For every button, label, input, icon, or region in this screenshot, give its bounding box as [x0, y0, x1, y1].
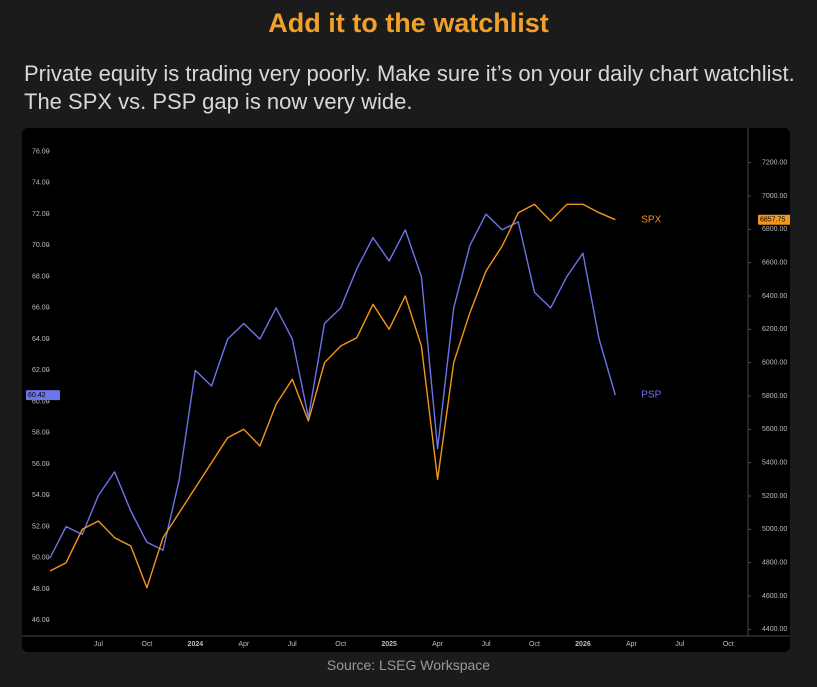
line-series [49, 203, 616, 589]
y2-tick-label: 6600.00 [762, 260, 787, 267]
chart-panel: 46.00 48.00 50.00 52.00 54.00 56.00 58.00 60.00… [22, 128, 792, 652]
y2-tick-label: 5000.00 [762, 526, 787, 533]
y2-tick-label: 6200.00 [762, 326, 787, 333]
y2-tick-label: 6400.00 [762, 293, 787, 300]
y2-tick-label: 6000.00 [762, 360, 787, 367]
x-tick-label: Jul [94, 641, 103, 648]
y-tick-label: 46.00 [32, 617, 50, 624]
x-tick-label: Oct [335, 641, 346, 648]
y-tick-label: 76.00 [32, 148, 50, 155]
y2-tick-label: 6800.00 [762, 226, 787, 233]
source: Source: LSEG Workspace [326, 657, 491, 673]
x-tick-label: Jul [482, 641, 491, 648]
x-tick-label: Apr [626, 641, 638, 648]
y-tick-label: 70.00 [32, 242, 50, 249]
y-tick-label: 52.00 [32, 523, 50, 530]
y-tick-label: 60.00 [32, 398, 50, 405]
y-tick-label: 48.00 [32, 586, 50, 593]
x-tick-label: Jul [675, 641, 684, 648]
last-value-label: 60.42 [28, 392, 46, 399]
x-tick-label: 2026 [575, 641, 591, 648]
y2-tick-label: 5400.00 [762, 460, 787, 467]
y-tick-label: 56.00 [32, 461, 50, 468]
y2-tick-label: 5200.00 [762, 493, 787, 500]
last-value-tag [758, 214, 792, 225]
last-value-label: 6857.75 [760, 217, 785, 224]
title: Add it to the watchlist [268, 8, 549, 38]
y-tick-label: 68.00 [32, 273, 50, 280]
x-tick-label: Apr [238, 641, 250, 648]
x-tick-label: 2024 [188, 641, 204, 648]
y2-tick-label: 4400.00 [762, 626, 787, 633]
y-tick-label: 50.00 [32, 555, 50, 562]
x-tick-label: 2025 [381, 641, 397, 648]
y2-tick-label: 7200.00 [762, 160, 787, 167]
y-tick-label: 54.00 [32, 492, 50, 499]
x-tick-label: Jul [288, 641, 297, 648]
y-tick-label: 58.00 [32, 430, 50, 437]
y2-tick-label: 4800.00 [762, 560, 787, 567]
y-tick-label: 62.00 [32, 367, 50, 374]
y2-tick-label: 4600.00 [762, 593, 787, 600]
last-value-tag [26, 390, 60, 401]
series-label: PSP [641, 390, 661, 401]
x-tick-label: Oct [141, 641, 152, 648]
x-tick-label: Apr [432, 641, 444, 648]
series-label: SPX [641, 214, 661, 225]
y-tick-label: 64.00 [32, 336, 50, 343]
y2-tick-label: 7000.00 [762, 193, 787, 200]
x-tick-label: Oct [529, 641, 540, 648]
body-text: Private equity is trading very poorly. M… [24, 61, 795, 114]
x-tick-label: Oct [723, 641, 734, 648]
y-tick-label: 72.00 [32, 211, 50, 218]
chart: 46.00 48.00 50.00 52.00 54.00 56.00 58.00 60.00… [22, 128, 792, 648]
y-tick-label: 74.00 [32, 180, 50, 187]
y2-tick-label: 5800.00 [762, 393, 787, 400]
y-tick-label: 66.00 [32, 305, 50, 312]
line-series [49, 213, 616, 559]
y2-tick-label: 5600.00 [762, 426, 787, 433]
